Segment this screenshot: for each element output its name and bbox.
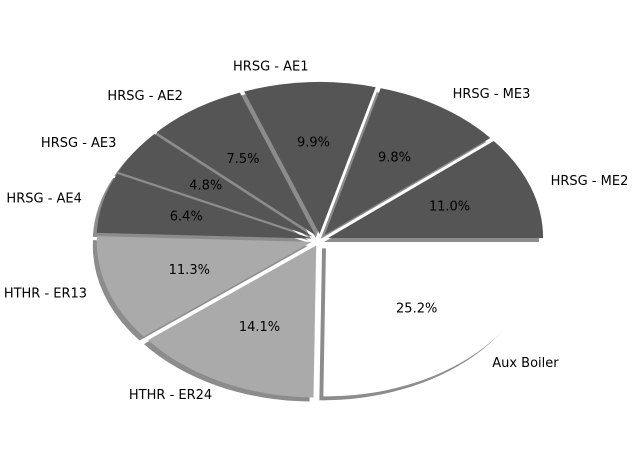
pct-label-hrsg-ae4: 6.4%: [170, 210, 203, 225]
slice-label-hrsg-ae3: HRSG - AE3: [41, 136, 116, 151]
pct-label-aux-boiler: 25.2%: [396, 302, 437, 317]
slice-labels: 11.0% HRSG - ME2 9.8% HRSG - ME3 9.9% HRSG - …: [4, 59, 629, 403]
slice-hrsg-me2: [328, 141, 544, 238]
slice-hrsg-ae4: [96, 173, 312, 239]
slices: [96, 81, 544, 398]
slice-label-hthr-er24: HTHR - ER24: [129, 388, 212, 403]
pct-label-hthr-er24: 14.1%: [239, 320, 280, 335]
slice-hrsg-ae2: [156, 92, 316, 235]
slice-hrsg-ae3: [118, 133, 313, 237]
slice-hrsg-me3: [324, 88, 491, 235]
slice-hthr-er24: [148, 245, 317, 398]
pct-label-hrsg-ae2: 7.5%: [226, 152, 259, 167]
slice-aux-boiler: [323, 244, 542, 397]
pct-label-hrsg-me2: 11.0%: [429, 200, 470, 215]
slice-label-hrsg-ae2: HRSG - AE2: [107, 89, 182, 104]
pct-label-hrsg-me3: 9.8%: [378, 151, 411, 166]
slice-label-hrsg-ae1: HRSG - AE1: [233, 59, 308, 74]
slice-hrsg-ae1: [244, 81, 376, 234]
pct-label-hrsg-ae3: 4.8%: [189, 178, 222, 193]
pct-label-hrsg-ae1: 9.9%: [297, 135, 330, 150]
slice-hthr-er13: [96, 236, 312, 337]
slice-label-aux-boiler: Aux Boiler: [492, 356, 559, 371]
slice-label-hthr-er13: HTHR - ER13: [4, 287, 87, 302]
slice-label-hrsg-ae4: HRSG - AE4: [6, 192, 81, 207]
slice-label-hrsg-me3: HRSG - ME3: [453, 87, 531, 102]
pct-label-hthr-er13: 11.3%: [169, 263, 210, 278]
slice-label-hrsg-me2: HRSG - ME2: [551, 174, 629, 189]
